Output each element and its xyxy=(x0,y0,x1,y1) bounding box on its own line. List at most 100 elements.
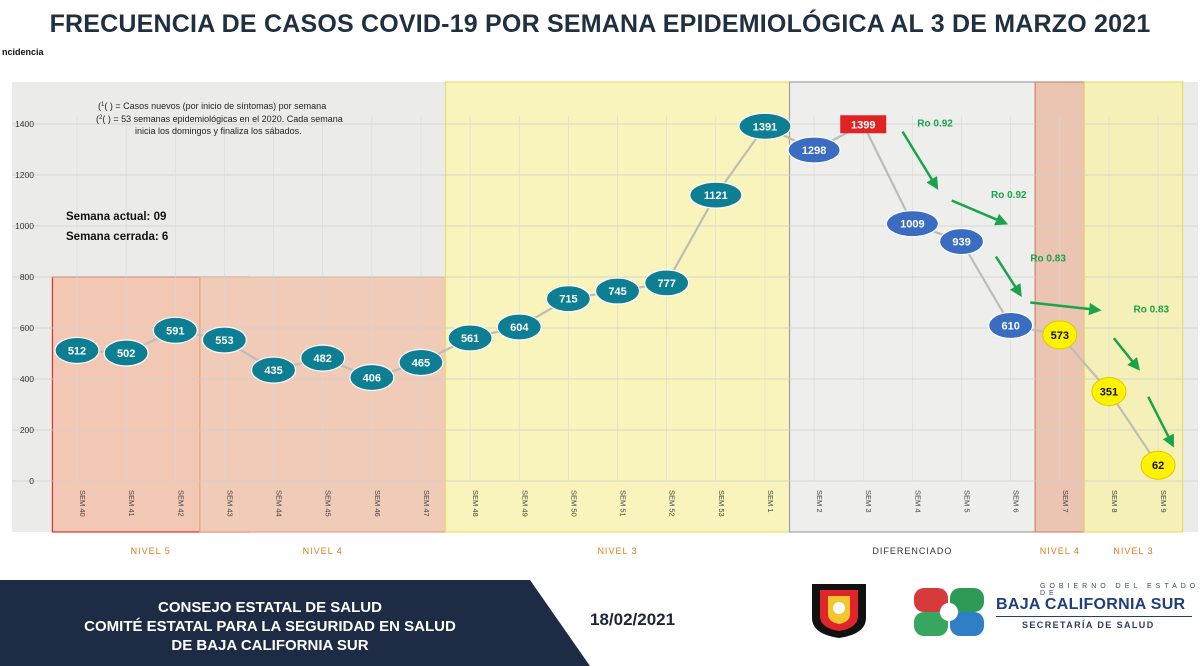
ro-arrow-0 xyxy=(901,130,939,190)
point-marker-22 xyxy=(1140,450,1176,480)
data-label-13: 1121 xyxy=(704,190,728,202)
ro-label-0: Ro 0.92 xyxy=(917,119,953,130)
note-sup-1: 1 xyxy=(101,102,105,108)
ro-arrow-4 xyxy=(1112,337,1140,371)
data-label-19: 610 xyxy=(1001,320,1019,332)
y-tick-label-1200: 1200 xyxy=(15,170,34,180)
x-tick-label-1: SEM 41 xyxy=(127,490,136,517)
footer-line-2: COMITÉ ESTATAL PARA LA SEGURIDAD EN SALU… xyxy=(84,618,456,635)
data-label-4: 435 xyxy=(264,365,282,377)
zone-label-layer: NIVEL 5 NIVEL 4 NIVEL 3 DIFERENCIADO NIVEL 4… xyxy=(131,546,1153,556)
y-tick-label-1000: 1000 xyxy=(15,221,34,231)
ro-label-1: Ro 0.92 xyxy=(991,190,1027,201)
ro-arrow-5 xyxy=(1147,396,1174,448)
point-marker-8 xyxy=(447,324,493,352)
note-line-2: (2( ) = 53 semanas epidemiológicas en el… xyxy=(96,114,343,124)
data-label-21: 351 xyxy=(1100,386,1118,398)
semana-actual: Semana actual: 09 xyxy=(66,211,166,223)
point-marker-14 xyxy=(738,112,792,140)
point-marker-1 xyxy=(103,339,149,367)
data-label-7: 465 xyxy=(412,357,430,369)
zone-label-5: NIVEL 3 xyxy=(1113,546,1153,556)
x-tick-label-10: SEM 50 xyxy=(569,490,578,517)
footer: CONSEJO ESTATAL DE SALUD COMITÉ ESTATAL … xyxy=(0,580,1200,666)
point-marker-20 xyxy=(1042,320,1078,350)
ro-label-3: Ro 0.83 xyxy=(1134,305,1170,316)
data-label-5: 482 xyxy=(314,353,332,365)
x-tick-label-14: SEM 1 xyxy=(766,490,775,513)
axis-layer: 0 200 400 600 800 1000 1200 1400 SEM 40 SEM 41 SEM… xyxy=(15,119,1168,517)
point-marker-3 xyxy=(201,326,248,354)
zone-label-3: DIFERENCIADO xyxy=(872,546,952,556)
point-marker-7 xyxy=(398,348,444,377)
note-sup-2: 2 xyxy=(99,115,103,121)
x-tick-label-5: SEM 45 xyxy=(324,490,333,517)
x-tick-label-4: SEM 44 xyxy=(275,490,284,517)
point-marker-21 xyxy=(1091,376,1127,406)
data-label-10: 715 xyxy=(559,294,577,306)
x-tick-label-21: SEM 8 xyxy=(1110,490,1119,513)
arrow-layer: Ro 0.92 Ro 0.92 Ro 0.83 Ro 0.83 xyxy=(901,119,1174,448)
point-marker-13 xyxy=(689,181,743,209)
x-tick-label-8: SEM 48 xyxy=(471,490,480,517)
data-label-8: 561 xyxy=(461,333,479,345)
data-label-1: 502 xyxy=(117,348,135,360)
note-line-2-text: ( ) = 53 semanas epidemiológicas en el 2… xyxy=(102,114,342,124)
ro-arrow-3 xyxy=(1030,301,1102,316)
footer-line-3: DE BAJA CALIFORNIA SUR xyxy=(171,637,369,654)
zone-label-0: NIVEL 5 xyxy=(131,546,171,556)
chart-title: FRECUENCIA DE CASOS COVID-19 POR SEMANA … xyxy=(49,10,1151,38)
state-shield-logo xyxy=(812,584,866,638)
footer-banner xyxy=(0,580,590,666)
x-tick-label-15: SEM 2 xyxy=(815,490,824,513)
ro-label-2: Ro 0.83 xyxy=(1030,254,1066,265)
data-label-3: 553 xyxy=(215,335,233,347)
zone-label-4: NIVEL 4 xyxy=(1040,546,1080,556)
secretaria-logo xyxy=(914,588,984,636)
point-marker-15 xyxy=(787,136,841,164)
point-marker-2 xyxy=(152,316,198,344)
point-marker-11 xyxy=(594,277,641,305)
point-marker-4 xyxy=(250,356,297,384)
data-label-11: 745 xyxy=(608,286,626,298)
note-paren-open-1: ( xyxy=(98,101,101,111)
x-tick-label-9: SEM 49 xyxy=(520,490,529,517)
data-label-0: 512 xyxy=(68,345,86,357)
data-label-14: 1391 xyxy=(753,121,777,133)
zone-label-1: NIVEL 4 xyxy=(303,546,343,556)
gov-divider xyxy=(996,616,1192,617)
gov-state-text: BAJA CALIFORNIA SUR xyxy=(996,596,1186,613)
point-marker-0 xyxy=(54,336,100,365)
x-tick-label-20: SEM 7 xyxy=(1061,490,1070,513)
note-line-1-text: ( ) = Casos nuevos (por inicio de síntom… xyxy=(104,101,326,111)
data-label-12: 777 xyxy=(658,278,676,290)
point-marker-19 xyxy=(988,311,1034,340)
semana-cerrada: Semana cerrada: 6 xyxy=(66,231,168,243)
x-tick-label-16: SEM 3 xyxy=(864,490,873,513)
note-line-1: (1( ) = Casos nuevos (por inicio de sínt… xyxy=(98,101,326,111)
point-marker-9 xyxy=(496,313,542,341)
data-label-9: 604 xyxy=(510,322,529,334)
point-marker-18 xyxy=(938,227,985,256)
point-marker-6 xyxy=(349,363,395,392)
x-tick-label-19: SEM 6 xyxy=(1012,490,1021,513)
x-tick-label-17: SEM 4 xyxy=(913,490,922,513)
note-line-3: inicia los domingos y finaliza los sábad… xyxy=(135,126,302,136)
grid-layer xyxy=(12,116,1198,482)
y-tick-label-800: 800 xyxy=(20,272,34,282)
notes-box: (1( ) = Casos nuevos (por inicio de sínt… xyxy=(96,101,343,136)
data-label-18: 939 xyxy=(952,237,970,249)
data-label-15: 1298 xyxy=(802,145,826,157)
data-label-17: 1009 xyxy=(900,219,924,231)
marker-layer: 512 502 591 553 435 482 406 465 561 604 715 745 777 1… xyxy=(54,112,1176,480)
data-label-22: 62 xyxy=(1152,460,1164,472)
ro-arrow-2 xyxy=(994,255,1022,297)
data-label-6: 406 xyxy=(363,372,381,384)
data-label-16: 1399 xyxy=(851,119,875,131)
x-tick-label-11: SEM 51 xyxy=(619,490,628,517)
y-tick-label-600: 600 xyxy=(20,323,34,333)
ro-arrow-1 xyxy=(951,199,1009,226)
x-tick-label-13: SEM 53 xyxy=(717,490,726,517)
note-paren-open-2: ( xyxy=(96,114,99,124)
